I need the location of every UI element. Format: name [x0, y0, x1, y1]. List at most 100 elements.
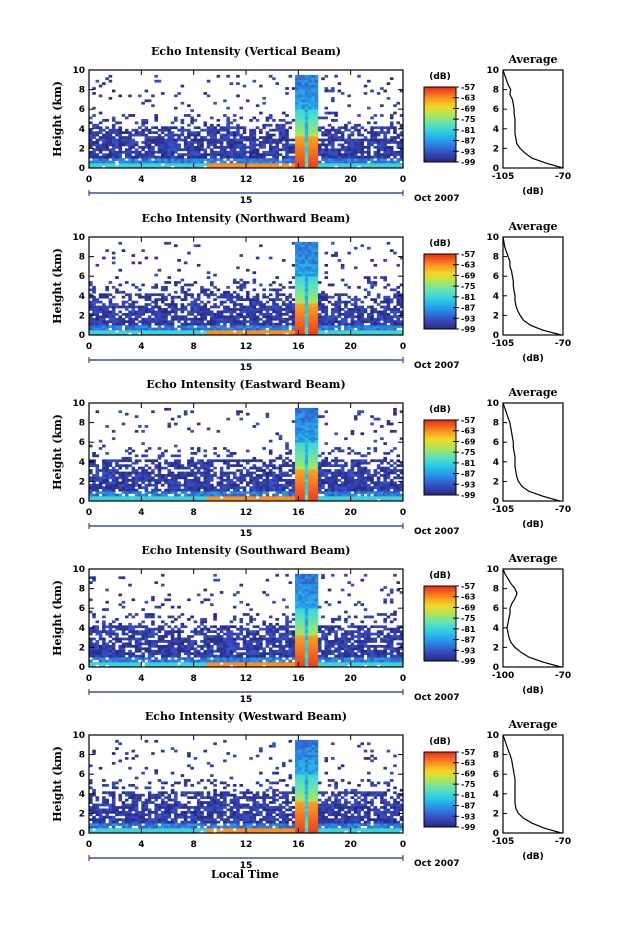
heatmap-cell [210, 138, 214, 142]
heatmap-cell [223, 498, 227, 502]
heatmap-cell [317, 303, 322, 306]
heatmap-cell [278, 488, 283, 492]
heatmap-cell [353, 325, 358, 328]
heatmap-cell [193, 332, 198, 336]
heatmap-cell [301, 286, 306, 289]
heatmap-cell [242, 327, 247, 331]
heatmap-cell [102, 303, 106, 306]
heatmap-cell [239, 153, 244, 157]
heatmap-cell [298, 131, 302, 134]
heatmap-cell [138, 293, 142, 297]
heatmap-cell [262, 320, 266, 324]
heatmap-cell [167, 310, 172, 314]
colorbar-segment [424, 312, 456, 315]
heatmap-cell [308, 449, 312, 453]
heatmap-cell [147, 143, 152, 147]
heatmap-cell [105, 310, 109, 314]
heatmap-cell [138, 476, 142, 480]
heatmap-cell [144, 325, 149, 328]
heatmap-cell [268, 449, 273, 453]
heatmap-cell [180, 101, 185, 105]
heatmap-cell [138, 163, 142, 166]
heatmap-cell [268, 163, 273, 166]
heatmap-cell [317, 478, 322, 482]
heatmap-cell [311, 459, 315, 463]
heatmap-cell [399, 89, 404, 93]
heatmap-cell [124, 459, 129, 463]
heatmap-cell [350, 332, 355, 336]
heatmap-cell [386, 283, 391, 287]
heatmap-cell [115, 486, 119, 490]
heatmap-cell [311, 136, 315, 139]
heatmap-cell [327, 493, 332, 497]
heatmap-cell [370, 320, 374, 324]
heatmap-cell [308, 259, 312, 262]
heatmap-cell [396, 143, 401, 147]
heatmap-cell [196, 330, 201, 333]
heatmap-cell [268, 150, 273, 154]
heatmap-cell [380, 143, 384, 147]
heatmap-cell [291, 305, 296, 309]
heatmap-cell [239, 136, 244, 139]
heatmap-cell [298, 447, 302, 450]
heatmap-cell [239, 476, 244, 480]
heatmap-cell [180, 153, 185, 157]
heatmap-cell [151, 153, 155, 157]
heatmap-cell [160, 476, 165, 480]
heatmap-cell [216, 459, 221, 463]
heatmap-cell [376, 92, 381, 95]
heatmap-cell [200, 163, 204, 166]
heatmap-cell [360, 454, 365, 458]
heatmap-cell [396, 325, 401, 328]
heatmap-cell [167, 488, 172, 492]
heatmap-cell [314, 327, 319, 331]
heatmap-cell [295, 148, 299, 152]
heatmap-cell [213, 293, 217, 297]
heatmap-cell [317, 325, 322, 328]
heatmap-cell [102, 476, 106, 480]
heatmap-cell [337, 293, 342, 297]
heatmap-cell [285, 325, 289, 328]
heatmap-cell [232, 496, 237, 499]
heatmap-cell [268, 114, 273, 117]
heatmap-cell [203, 123, 208, 127]
heatmap-cell [304, 281, 309, 284]
heatmap-cell [187, 131, 191, 134]
heatmap-cell [154, 498, 158, 502]
heatmap-cell [95, 131, 100, 134]
heatmap-cell [210, 317, 214, 321]
heatmap-cell [304, 496, 309, 499]
heatmap-cell [239, 254, 244, 257]
heatmap-cell [334, 491, 338, 494]
heatmap-cell [353, 300, 358, 304]
colorbar-segment [424, 308, 456, 310]
heatmap-cell [360, 158, 365, 161]
heatmap-cell [314, 325, 319, 328]
heatmap-cell [389, 327, 394, 331]
heatmap-cell [147, 496, 152, 499]
heatmap-cell [314, 488, 319, 492]
heatmap-cell [301, 456, 306, 460]
heatmap-cell [203, 138, 208, 142]
heatmap-cell [321, 141, 325, 144]
heatmap-cell [301, 478, 306, 482]
heatmap-cell [301, 442, 306, 445]
heatmap-cell [396, 165, 401, 169]
heatmap-cell [337, 126, 342, 130]
heatmap-cell [265, 478, 270, 482]
heatmap-cell [308, 155, 312, 159]
heatmap-cell [314, 454, 319, 458]
heatmap-cell [259, 476, 263, 480]
colorbar-segment [424, 291, 456, 294]
date-day-label: 15 [240, 196, 253, 206]
heatmap-cell [353, 158, 358, 161]
heatmap-cell [118, 310, 123, 314]
heatmap-cell [170, 483, 175, 487]
heatmap-cell [298, 439, 302, 443]
heatmap-cell [95, 138, 100, 142]
heatmap-cell [308, 300, 312, 304]
colorbar-segment [424, 264, 456, 267]
heatmap-cell [157, 461, 162, 465]
heatmap-cell [383, 131, 387, 134]
heatmap-cell [111, 160, 116, 164]
